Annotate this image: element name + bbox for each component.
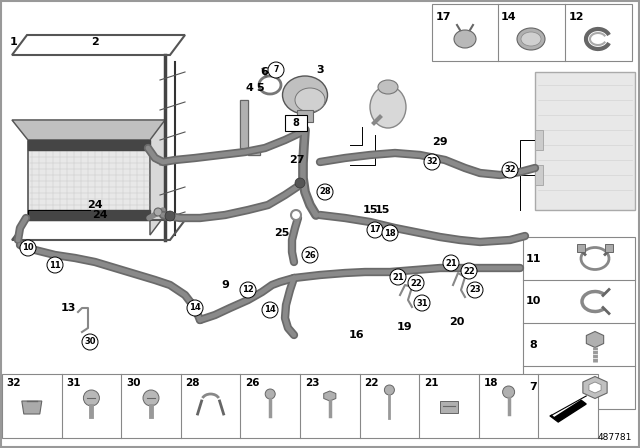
Circle shape bbox=[502, 386, 515, 398]
Text: 24: 24 bbox=[87, 200, 103, 210]
Text: 18: 18 bbox=[483, 378, 498, 388]
Text: 25: 25 bbox=[275, 228, 290, 238]
Circle shape bbox=[20, 240, 36, 256]
Text: 28: 28 bbox=[319, 188, 331, 197]
Circle shape bbox=[240, 282, 256, 298]
Circle shape bbox=[317, 184, 333, 200]
Text: 31: 31 bbox=[67, 378, 81, 388]
Ellipse shape bbox=[370, 86, 406, 128]
Text: 11: 11 bbox=[525, 254, 541, 263]
Circle shape bbox=[424, 154, 440, 170]
Text: 21: 21 bbox=[392, 272, 404, 281]
Ellipse shape bbox=[282, 76, 328, 114]
Polygon shape bbox=[583, 376, 607, 399]
Text: 26: 26 bbox=[304, 250, 316, 259]
Polygon shape bbox=[12, 120, 165, 140]
Polygon shape bbox=[550, 394, 582, 416]
Polygon shape bbox=[22, 401, 42, 414]
Ellipse shape bbox=[295, 88, 325, 112]
Text: 32: 32 bbox=[426, 158, 438, 167]
Circle shape bbox=[385, 385, 394, 395]
Text: 23: 23 bbox=[469, 285, 481, 294]
Text: 32: 32 bbox=[6, 378, 21, 388]
Polygon shape bbox=[324, 391, 336, 401]
Circle shape bbox=[143, 390, 159, 406]
Text: 11: 11 bbox=[49, 260, 61, 270]
Circle shape bbox=[165, 211, 175, 221]
Text: 15: 15 bbox=[362, 205, 378, 215]
Text: 487781: 487781 bbox=[598, 433, 632, 442]
Circle shape bbox=[302, 247, 318, 263]
Polygon shape bbox=[535, 72, 635, 210]
Circle shape bbox=[268, 62, 284, 78]
Ellipse shape bbox=[454, 30, 476, 48]
Text: 14: 14 bbox=[189, 303, 201, 313]
Circle shape bbox=[467, 282, 483, 298]
Text: 16: 16 bbox=[348, 330, 364, 340]
Text: 6: 6 bbox=[260, 67, 268, 77]
Text: 8: 8 bbox=[529, 340, 537, 349]
Circle shape bbox=[414, 295, 430, 311]
Polygon shape bbox=[28, 210, 150, 220]
Text: 10: 10 bbox=[22, 244, 34, 253]
Text: 21: 21 bbox=[445, 258, 457, 267]
Text: 3: 3 bbox=[316, 65, 324, 75]
Polygon shape bbox=[240, 100, 260, 155]
Text: 27: 27 bbox=[289, 155, 305, 165]
Circle shape bbox=[262, 302, 278, 318]
Text: 22: 22 bbox=[463, 267, 475, 276]
Circle shape bbox=[295, 178, 305, 188]
Text: 14: 14 bbox=[264, 306, 276, 314]
Text: 2: 2 bbox=[91, 37, 99, 47]
Text: 20: 20 bbox=[449, 317, 465, 327]
Text: 8: 8 bbox=[292, 118, 300, 128]
Text: 5: 5 bbox=[256, 83, 264, 93]
FancyBboxPatch shape bbox=[605, 245, 613, 253]
Text: 14: 14 bbox=[501, 12, 517, 22]
Text: 17: 17 bbox=[369, 225, 381, 234]
Text: 32: 32 bbox=[504, 165, 516, 175]
Text: 24: 24 bbox=[92, 210, 108, 220]
FancyBboxPatch shape bbox=[285, 115, 307, 131]
Text: 1: 1 bbox=[10, 37, 18, 47]
Text: 22: 22 bbox=[410, 279, 422, 288]
Text: 12: 12 bbox=[568, 12, 584, 22]
Polygon shape bbox=[586, 332, 604, 348]
Circle shape bbox=[461, 263, 477, 279]
Ellipse shape bbox=[521, 32, 541, 46]
Polygon shape bbox=[240, 100, 260, 155]
Circle shape bbox=[47, 257, 63, 273]
Circle shape bbox=[502, 162, 518, 178]
FancyBboxPatch shape bbox=[432, 4, 632, 61]
Text: 13: 13 bbox=[60, 303, 76, 313]
Text: 7: 7 bbox=[273, 65, 278, 74]
Text: 18: 18 bbox=[384, 228, 396, 237]
Text: 21: 21 bbox=[424, 378, 438, 388]
Circle shape bbox=[154, 208, 162, 216]
Circle shape bbox=[83, 390, 99, 406]
Text: 22: 22 bbox=[364, 378, 379, 388]
FancyBboxPatch shape bbox=[535, 165, 543, 185]
Text: 12: 12 bbox=[242, 285, 254, 294]
Polygon shape bbox=[28, 140, 150, 220]
Text: 28: 28 bbox=[186, 378, 200, 388]
FancyBboxPatch shape bbox=[577, 245, 585, 253]
Circle shape bbox=[367, 222, 383, 238]
Circle shape bbox=[382, 225, 398, 241]
Text: 17: 17 bbox=[435, 12, 451, 22]
Ellipse shape bbox=[378, 80, 398, 94]
Text: 4: 4 bbox=[245, 83, 253, 93]
Text: 30: 30 bbox=[126, 378, 140, 388]
FancyBboxPatch shape bbox=[2, 374, 598, 438]
Circle shape bbox=[390, 269, 406, 285]
FancyBboxPatch shape bbox=[523, 237, 635, 409]
Text: 15: 15 bbox=[374, 205, 390, 215]
Text: 19: 19 bbox=[396, 322, 412, 332]
Polygon shape bbox=[150, 120, 165, 235]
Circle shape bbox=[187, 300, 203, 316]
Text: 26: 26 bbox=[245, 378, 260, 388]
Circle shape bbox=[291, 210, 301, 220]
Text: 30: 30 bbox=[84, 337, 96, 346]
Circle shape bbox=[82, 334, 98, 350]
